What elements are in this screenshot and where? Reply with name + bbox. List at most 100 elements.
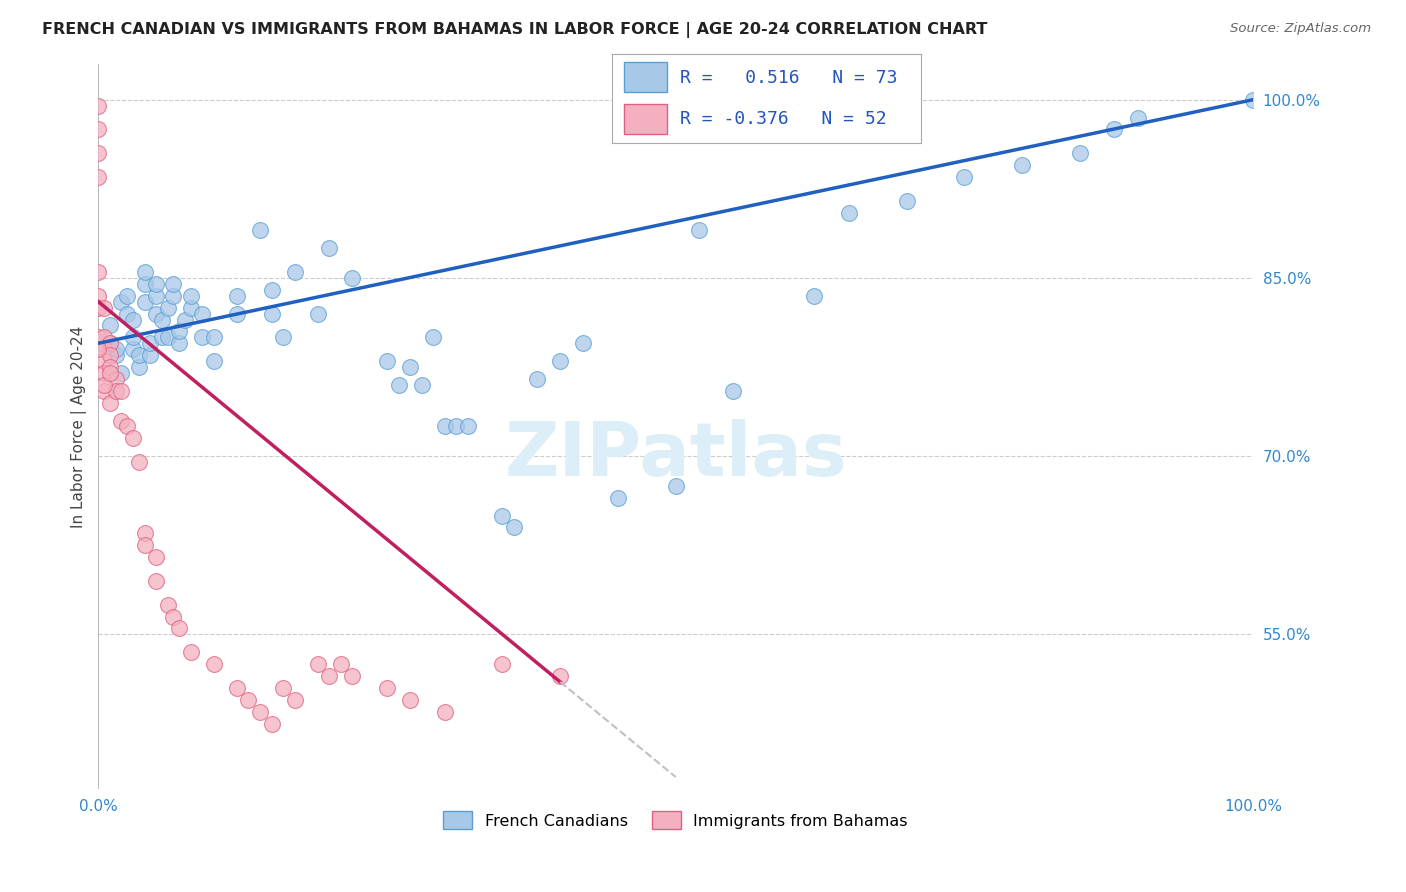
Point — [375, 354, 398, 368]
Point — [225, 307, 247, 321]
Point — [110, 366, 132, 380]
Point — [838, 205, 860, 219]
Point — [87, 122, 110, 136]
Point — [342, 271, 364, 285]
Point — [87, 289, 110, 303]
Point — [271, 681, 294, 695]
Point — [139, 348, 162, 362]
Point — [446, 419, 468, 434]
Point — [803, 289, 825, 303]
Point — [399, 359, 422, 374]
Point — [284, 265, 307, 279]
Point — [180, 645, 202, 659]
Point — [202, 657, 225, 672]
Point — [93, 377, 115, 392]
Point — [98, 359, 121, 374]
Legend: French Canadians, Immigrants from Bahamas: French Canadians, Immigrants from Bahama… — [437, 805, 914, 835]
Point — [329, 657, 352, 672]
Point — [1241, 93, 1264, 107]
Point — [688, 223, 710, 237]
Point — [1069, 146, 1091, 161]
Point — [1126, 111, 1149, 125]
Point — [174, 312, 197, 326]
Point — [665, 479, 688, 493]
Point — [110, 413, 132, 427]
Point — [93, 366, 115, 380]
Point — [98, 318, 121, 333]
Point — [191, 307, 214, 321]
Point — [93, 354, 115, 368]
Point — [122, 312, 145, 326]
Point — [128, 455, 150, 469]
Point — [87, 169, 110, 184]
Point — [98, 336, 121, 351]
Point — [202, 354, 225, 368]
Point — [134, 277, 156, 291]
Point — [162, 609, 184, 624]
Point — [375, 681, 398, 695]
Point — [87, 146, 110, 161]
Point — [93, 384, 115, 398]
Point — [93, 301, 115, 315]
Point — [104, 348, 127, 362]
Point — [491, 508, 513, 523]
Point — [1011, 158, 1033, 172]
Point — [156, 330, 179, 344]
Point — [156, 301, 179, 315]
Point — [167, 622, 190, 636]
Point — [191, 330, 214, 344]
Text: R = -0.376   N = 52: R = -0.376 N = 52 — [679, 110, 886, 128]
Point — [307, 657, 329, 672]
Point — [134, 265, 156, 279]
Point — [238, 692, 260, 706]
Point — [104, 384, 127, 398]
Point — [307, 307, 329, 321]
Point — [433, 419, 456, 434]
Point — [150, 330, 173, 344]
Point — [284, 692, 307, 706]
Point — [145, 289, 167, 303]
Point — [342, 669, 364, 683]
Point — [953, 169, 976, 184]
Point — [260, 716, 283, 731]
Point — [249, 705, 271, 719]
Point — [457, 419, 479, 434]
Text: Source: ZipAtlas.com: Source: ZipAtlas.com — [1230, 22, 1371, 36]
Point — [110, 294, 132, 309]
Point — [180, 301, 202, 315]
Point — [167, 325, 190, 339]
Text: ZIPatlas: ZIPatlas — [505, 419, 846, 492]
Point — [202, 330, 225, 344]
Point — [122, 343, 145, 357]
Point — [134, 538, 156, 552]
Point — [104, 372, 127, 386]
Point — [98, 366, 121, 380]
Point — [104, 343, 127, 357]
Y-axis label: In Labor Force | Age 20-24: In Labor Force | Age 20-24 — [72, 326, 87, 527]
Point — [128, 348, 150, 362]
Point — [1104, 122, 1126, 136]
Point — [122, 431, 145, 445]
Point — [318, 669, 340, 683]
Point — [139, 336, 162, 351]
Text: R =   0.516   N = 73: R = 0.516 N = 73 — [679, 69, 897, 87]
Point — [87, 343, 110, 357]
Point — [399, 692, 422, 706]
Point — [115, 307, 138, 321]
Point — [98, 336, 121, 351]
Point — [433, 705, 456, 719]
Point — [167, 336, 190, 351]
Point — [145, 574, 167, 588]
Point — [93, 330, 115, 344]
Point — [150, 312, 173, 326]
Point — [162, 277, 184, 291]
Point — [87, 265, 110, 279]
Point — [422, 330, 444, 344]
Point — [115, 289, 138, 303]
Point — [491, 657, 513, 672]
Point — [249, 223, 271, 237]
Point — [411, 377, 433, 392]
Point — [110, 384, 132, 398]
Point — [156, 598, 179, 612]
Point — [723, 384, 745, 398]
